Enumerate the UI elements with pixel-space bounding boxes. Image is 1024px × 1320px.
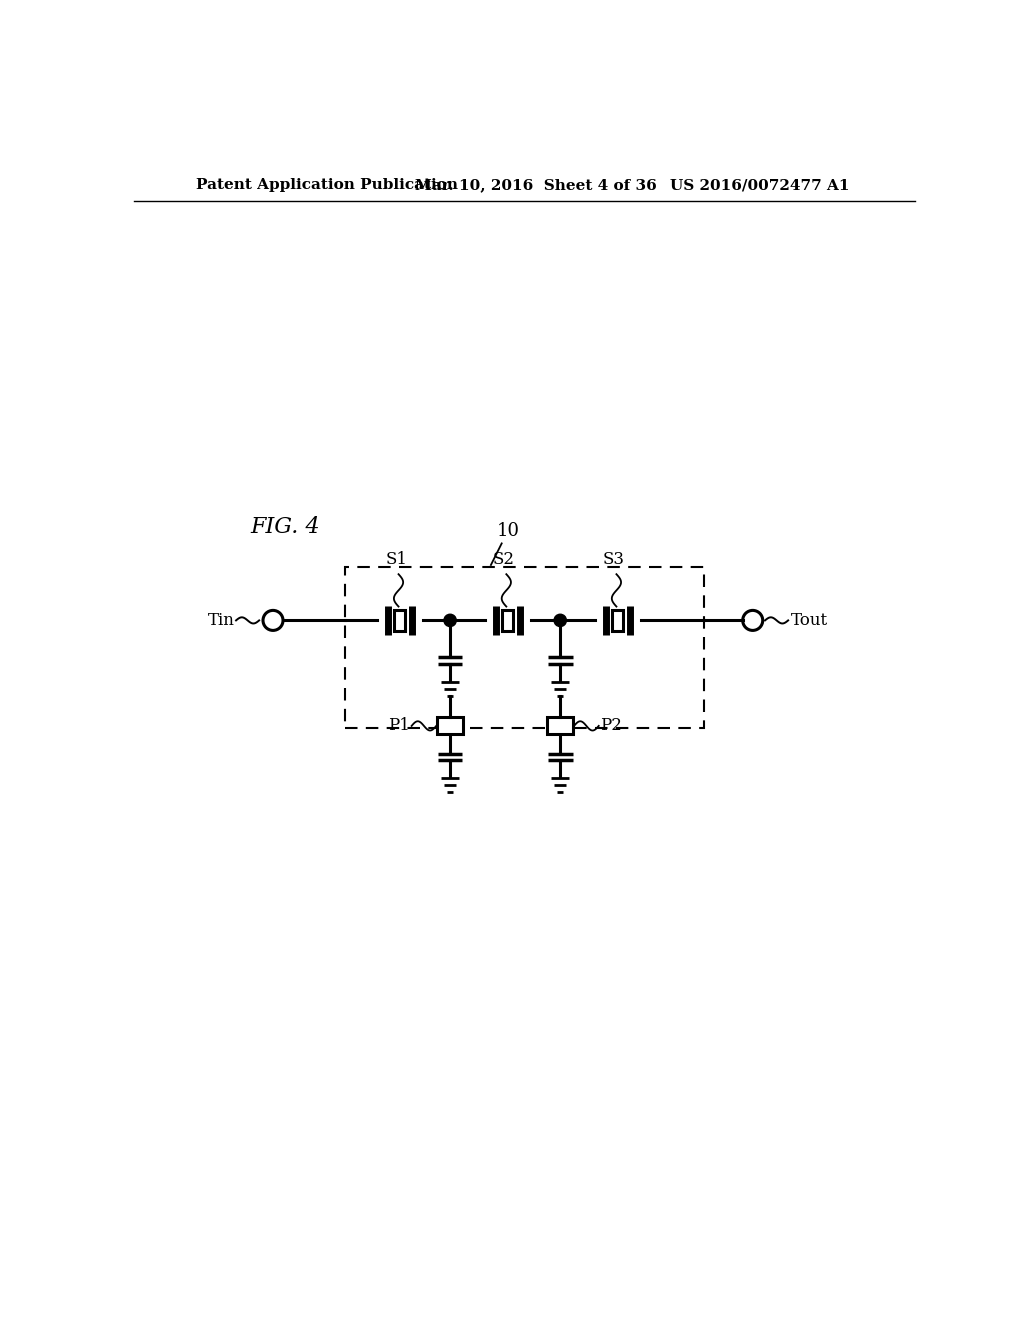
Text: S2: S2 [493,550,515,568]
Text: S3: S3 [603,550,625,568]
Bar [547,718,573,734]
Text: Tin: Tin [208,612,234,628]
Text: Tout: Tout [792,612,828,628]
Circle shape [444,614,457,627]
Text: S1: S1 [385,550,408,568]
Bar [437,718,463,734]
Text: Patent Application Publication: Patent Application Publication [196,178,458,193]
Text: P1: P1 [388,717,410,734]
Bar [394,610,406,631]
Text: Mar. 10, 2016  Sheet 4 of 36: Mar. 10, 2016 Sheet 4 of 36 [416,178,657,193]
Text: US 2016/0072477 A1: US 2016/0072477 A1 [670,178,849,193]
Text: P2: P2 [600,717,623,734]
Circle shape [554,614,566,627]
Bar [502,610,513,631]
Bar [611,610,624,631]
Text: 10: 10 [497,521,519,540]
Text: FIG. 4: FIG. 4 [250,516,319,539]
